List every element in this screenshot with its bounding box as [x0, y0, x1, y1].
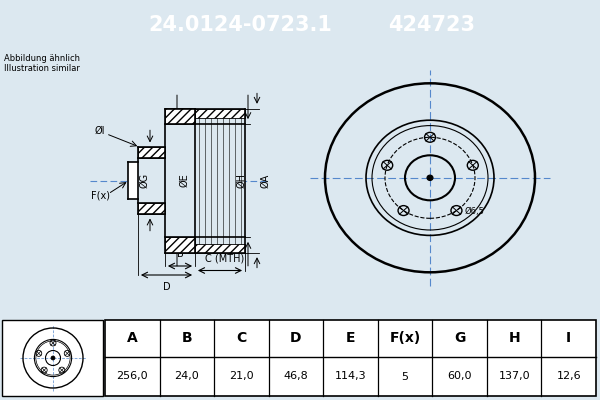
Text: ØA: ØA	[260, 173, 270, 188]
Bar	[195, 118, 245, 244]
Text: 21,0: 21,0	[229, 372, 254, 382]
Text: Ø6,5: Ø6,5	[464, 207, 484, 216]
Text: 12,6: 12,6	[556, 372, 581, 382]
Text: C (MTH): C (MTH)	[205, 253, 244, 263]
Circle shape	[51, 356, 55, 360]
Text: 5: 5	[401, 372, 409, 382]
Text: 137,0: 137,0	[499, 372, 530, 382]
Text: F(x): F(x)	[389, 332, 421, 346]
Text: ØH: ØH	[236, 173, 246, 188]
Bar	[165, 124, 195, 237]
Text: 60,0: 60,0	[448, 372, 472, 382]
Text: ØE: ØE	[179, 174, 189, 187]
Text: Illustration similar: Illustration similar	[4, 64, 80, 73]
Bar	[138, 158, 165, 203]
Bar	[195, 108, 245, 118]
Text: 46,8: 46,8	[284, 372, 308, 382]
Text: E: E	[346, 332, 355, 346]
Text: 256,0: 256,0	[116, 372, 148, 382]
Bar	[128, 162, 138, 199]
Bar	[195, 244, 245, 252]
Text: ØI: ØI	[95, 126, 105, 136]
Text: 114,3: 114,3	[335, 372, 367, 382]
Text: G: G	[454, 332, 465, 346]
Text: C: C	[236, 332, 247, 346]
Text: I: I	[566, 332, 571, 346]
Bar	[2, 320, 103, 396]
Circle shape	[427, 175, 433, 180]
Bar	[138, 147, 165, 158]
Text: D: D	[290, 332, 302, 346]
Text: A: A	[127, 332, 137, 346]
Text: F(x): F(x)	[91, 191, 110, 201]
Text: ØG: ØG	[139, 173, 149, 188]
Bar	[105, 320, 596, 396]
Text: H: H	[508, 332, 520, 346]
Text: Abbildung ähnlich: Abbildung ähnlich	[4, 54, 80, 62]
Text: 24.0124-0723.1: 24.0124-0723.1	[148, 15, 332, 35]
Bar	[165, 108, 195, 124]
Text: 424723: 424723	[389, 15, 476, 35]
Bar	[138, 203, 165, 214]
Text: B: B	[176, 249, 184, 259]
Bar	[165, 237, 195, 252]
Text: 24,0: 24,0	[175, 372, 199, 382]
Text: D: D	[163, 282, 170, 292]
Text: B: B	[182, 332, 192, 346]
